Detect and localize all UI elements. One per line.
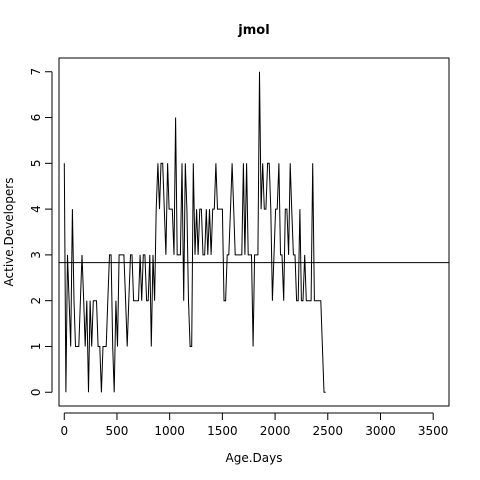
y-axis: 0 1 2 3 4 5 6 7	[29, 68, 53, 396]
y-tick-label: 4	[29, 205, 43, 213]
x-tick-label: 2000	[260, 424, 291, 438]
y-tick-label: 6	[29, 114, 43, 122]
y-tick-label: 0	[29, 388, 43, 396]
x-tick-label: 500	[106, 424, 129, 438]
x-axis: 0 500 1000 1500 2000 2500 3000 3500	[60, 412, 449, 438]
x-tick-label: 3500	[418, 424, 449, 438]
x-tick-label: 2500	[313, 424, 344, 438]
chart-title: jmol	[237, 23, 269, 38]
y-tick-label: 7	[29, 68, 43, 76]
x-tick-label: 3000	[365, 424, 396, 438]
y-tick-label: 3	[29, 251, 43, 259]
y-tick-label: 2	[29, 297, 43, 305]
series-line	[63, 71, 326, 393]
x-tick-label: 1000	[154, 424, 185, 438]
x-axis-label: Age.Days	[226, 451, 283, 465]
y-tick-label: 1	[29, 343, 43, 351]
plot-frame	[58, 57, 450, 407]
y-axis-label: Active.Developers	[2, 178, 16, 287]
x-tick-label: 1500	[207, 424, 238, 438]
x-tick-label: 0	[60, 424, 68, 438]
y-tick-label: 5	[29, 159, 43, 167]
